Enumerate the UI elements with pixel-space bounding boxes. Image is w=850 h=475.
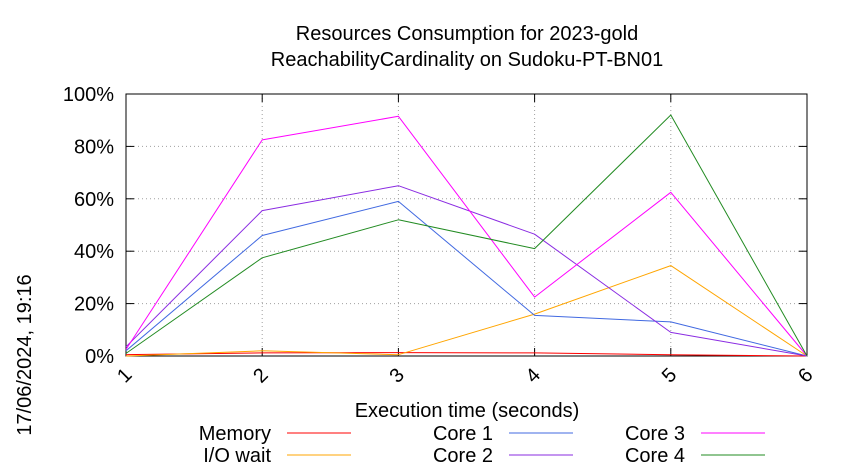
series-line-core-2	[125, 185, 808, 357]
timestamp-label: 17/06/2024, 19:16	[14, 274, 36, 435]
x-tick-label: 5	[658, 364, 681, 387]
series-line-core-1	[125, 200, 808, 357]
x-axis-label: Execution time (seconds)	[355, 400, 580, 422]
series-lines	[125, 114, 808, 357]
chart-title-line2: ReachabilityCardinality on Sudoku-PT-BN0…	[271, 49, 663, 71]
grid	[126, 94, 807, 356]
legend-label: Core 2	[433, 445, 493, 467]
series-line-core-4	[125, 114, 808, 357]
y-tick-label: 20%	[74, 294, 114, 316]
legend-label: Core 3	[625, 423, 685, 445]
x-tick-label: 4	[522, 364, 545, 387]
series-line-core-3	[125, 115, 808, 357]
plot-border	[125, 93, 808, 357]
legend-label: Core 4	[625, 445, 685, 467]
y-tick-label: 60%	[74, 189, 114, 211]
x-tick-label: 1	[113, 364, 136, 387]
x-tick-label: 2	[249, 364, 272, 387]
x-tick-label: 3	[385, 364, 408, 387]
legend-label: Memory	[199, 423, 271, 445]
y-tick-label: 40%	[74, 241, 114, 263]
y-tick-label: 0%	[85, 346, 114, 368]
y-tick-label: 100%	[63, 84, 114, 106]
series-line-memory	[125, 352, 808, 357]
series-line-i-o-wait	[125, 265, 808, 357]
y-tick-label: 80%	[74, 136, 114, 158]
legend-label: Core 1	[433, 423, 493, 445]
x-tick-label: 6	[794, 364, 817, 387]
legend-label: I/O wait	[203, 445, 271, 467]
chart-title-line1: Resources Consumption for 2023-gold	[296, 23, 638, 45]
